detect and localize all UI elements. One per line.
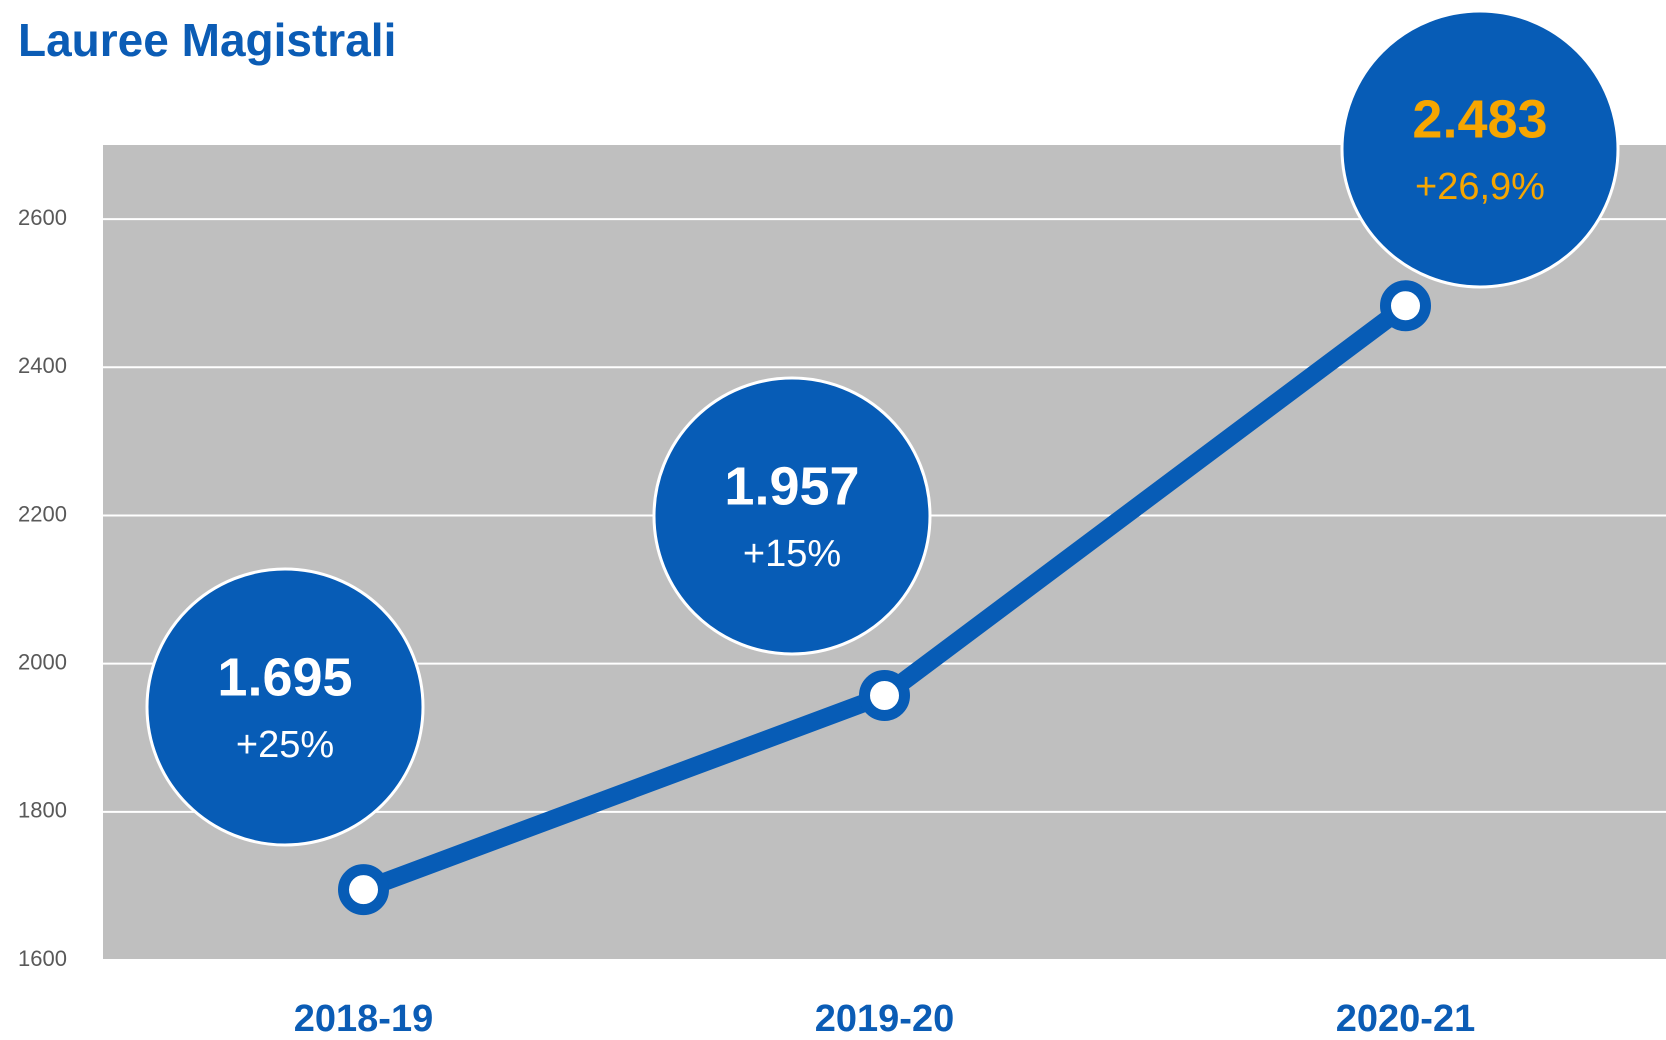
point-marker — [859, 669, 910, 721]
value-label: 1.695 — [217, 647, 352, 707]
change-label: +25% — [236, 724, 334, 766]
x-tick-label: 2020-21 — [1336, 998, 1475, 1040]
y-tick-label: 2000 — [18, 649, 67, 674]
y-tick-label: 2200 — [18, 501, 67, 526]
callout-bubble — [1340, 9, 1620, 289]
callout-bubble — [652, 376, 932, 656]
chart-title: Lauree Magistrali — [18, 14, 396, 66]
y-tick-label: 1600 — [18, 946, 67, 971]
x-tick-label: 2018-19 — [294, 998, 433, 1040]
point-marker — [338, 864, 389, 916]
y-tick-label: 1800 — [18, 798, 67, 823]
y-tick-label: 2400 — [18, 353, 67, 378]
y-tick-label: 2600 — [18, 205, 67, 230]
value-label: 2.483 — [1412, 89, 1547, 149]
change-label: +15% — [743, 533, 841, 575]
change-label: +26,9% — [1415, 166, 1545, 208]
point-marker — [1380, 280, 1431, 332]
value-label: 1.957 — [724, 456, 859, 516]
callout-bubble — [145, 567, 425, 847]
x-tick-label: 2019-20 — [815, 998, 954, 1040]
